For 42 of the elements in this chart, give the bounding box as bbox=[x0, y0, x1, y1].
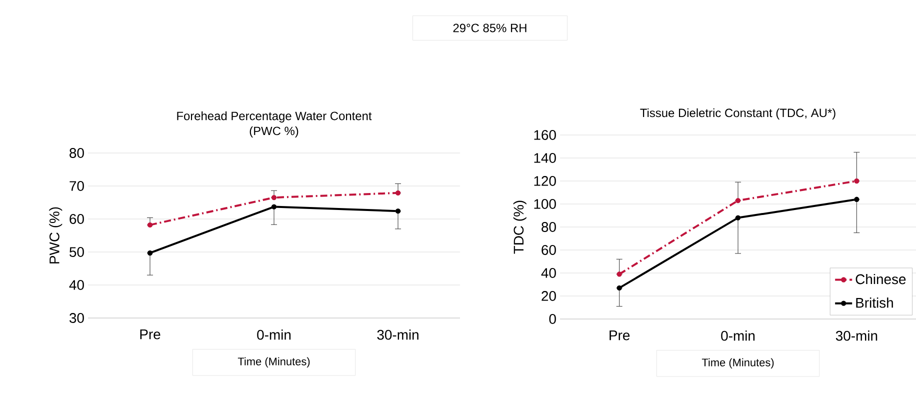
y-tick-label: 70 bbox=[70, 181, 84, 191]
point bbox=[147, 222, 153, 228]
x-tick-label: 0-min bbox=[721, 330, 755, 341]
y-tick-label: 50 bbox=[70, 247, 84, 257]
chart-title: Forehead Percentage Water Content (PWC %) bbox=[177, 111, 372, 138]
legend-label: Chinese bbox=[856, 274, 906, 284]
x-tick-label: Pre bbox=[140, 330, 160, 340]
point bbox=[271, 204, 277, 210]
y-axis-title: PWC (%) bbox=[49, 207, 62, 264]
x-tick-label: 30-min bbox=[377, 330, 418, 340]
y-tick-label: 80 bbox=[542, 222, 556, 232]
y-tick-label: 40 bbox=[541, 268, 556, 278]
point bbox=[854, 178, 860, 184]
point bbox=[616, 272, 622, 277]
chart-title: Tissue Dieletric Constant (TDC, AU*) bbox=[640, 108, 836, 120]
point bbox=[735, 215, 741, 220]
y-tick-label: 80 bbox=[70, 148, 84, 158]
x-tick-label: Pre bbox=[610, 330, 630, 340]
y-tick-label: 120 bbox=[534, 176, 556, 186]
text: 29°C 85% RH bbox=[453, 24, 526, 32]
y-tick-label: 30 bbox=[70, 313, 84, 323]
y-axis-title: TDC (%) bbox=[513, 200, 526, 254]
point bbox=[395, 208, 401, 214]
x-tick-label: 0-min bbox=[257, 330, 291, 340]
point bbox=[854, 196, 860, 202]
point bbox=[395, 190, 401, 196]
y-tick-label: 20 bbox=[542, 291, 556, 301]
x-tick-label: 30-min bbox=[836, 330, 878, 341]
y-tick-label: 160 bbox=[534, 130, 556, 140]
y-tick-label: 60 bbox=[70, 214, 84, 224]
y-tick-label: 40 bbox=[69, 280, 84, 290]
y-tick-label: 0 bbox=[549, 314, 556, 324]
point bbox=[735, 198, 741, 204]
y-tick-label: 60 bbox=[542, 245, 556, 255]
x-axis-title: Time (Minutes) bbox=[238, 357, 310, 368]
point bbox=[147, 250, 153, 256]
x-axis-title: Time (Minutes) bbox=[702, 358, 774, 368]
y-tick-label: 140 bbox=[534, 153, 556, 163]
point bbox=[271, 194, 277, 200]
point bbox=[616, 285, 622, 291]
legend-label: British bbox=[856, 298, 893, 308]
y-tick-label: 100 bbox=[534, 199, 556, 209]
